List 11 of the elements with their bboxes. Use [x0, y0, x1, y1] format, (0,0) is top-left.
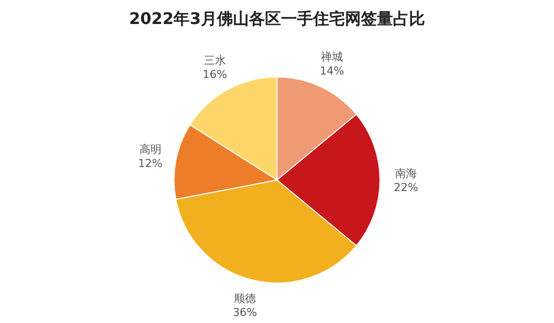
data-label: 12%: [138, 156, 163, 170]
data-label: 14%: [320, 64, 344, 78]
slice-label: 禅城: [320, 50, 343, 64]
data-label: 22%: [394, 181, 418, 194]
chart-title: 2022年3月佛山各区一手住宅网签量占比: [129, 9, 425, 28]
slice-label: 顺德: [234, 292, 256, 305]
slice-label: 三水: [204, 54, 226, 67]
slice-label: 南海: [395, 167, 417, 180]
data-label: 36%: [232, 306, 258, 319]
data-label: 16%: [202, 68, 228, 81]
slice-label: 高明: [139, 142, 162, 156]
